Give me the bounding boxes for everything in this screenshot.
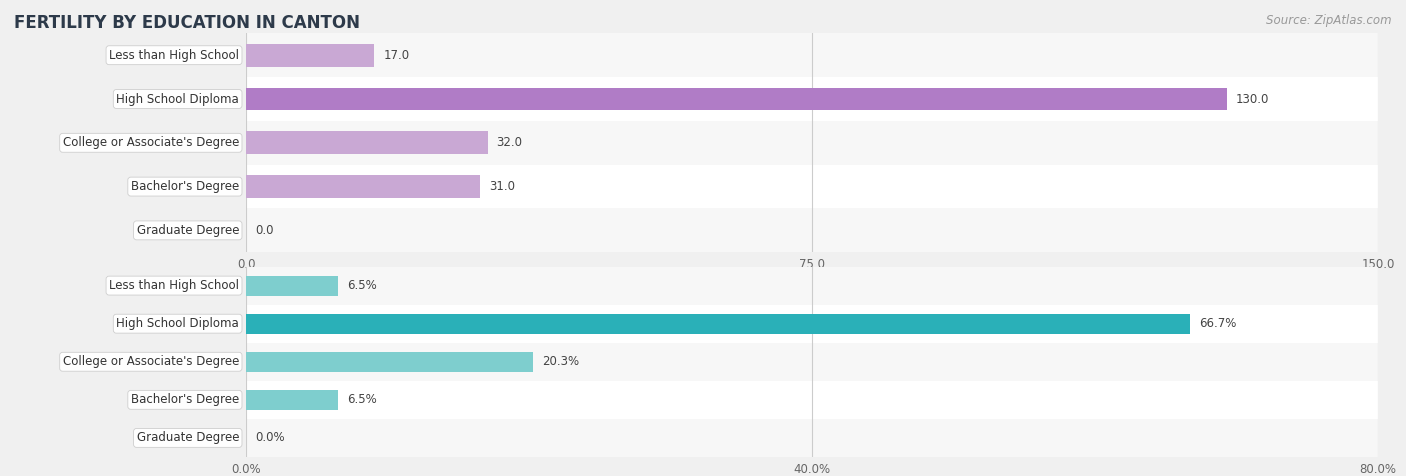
Text: 32.0: 32.0: [496, 136, 523, 149]
Text: College or Associate's Degree: College or Associate's Degree: [63, 355, 239, 368]
Text: Less than High School: Less than High School: [110, 279, 239, 292]
Text: Graduate Degree: Graduate Degree: [136, 431, 239, 445]
Text: High School Diploma: High School Diploma: [117, 317, 239, 330]
Text: 31.0: 31.0: [489, 180, 515, 193]
Text: 0.0%: 0.0%: [254, 431, 285, 445]
Text: High School Diploma: High School Diploma: [117, 92, 239, 106]
Bar: [246, 44, 374, 67]
Text: Bachelor's Degree: Bachelor's Degree: [131, 180, 239, 193]
Text: 66.7%: 66.7%: [1199, 317, 1236, 330]
Text: 6.5%: 6.5%: [347, 393, 377, 407]
Text: 130.0: 130.0: [1236, 92, 1270, 106]
Bar: [246, 343, 1378, 381]
Bar: [246, 88, 1227, 110]
Bar: [246, 305, 1378, 343]
Bar: [246, 33, 1378, 77]
Text: Graduate Degree: Graduate Degree: [136, 224, 239, 237]
Text: 20.3%: 20.3%: [543, 355, 579, 368]
Bar: [246, 419, 1378, 457]
Bar: [246, 381, 1378, 419]
Bar: [246, 175, 479, 198]
Text: 6.5%: 6.5%: [347, 279, 377, 292]
Bar: [246, 390, 337, 410]
Text: 0.0: 0.0: [254, 224, 274, 237]
Bar: [246, 276, 337, 296]
Text: FERTILITY BY EDUCATION IN CANTON: FERTILITY BY EDUCATION IN CANTON: [14, 14, 360, 32]
Text: Source: ZipAtlas.com: Source: ZipAtlas.com: [1267, 14, 1392, 27]
Bar: [246, 77, 1378, 121]
Bar: [246, 165, 1378, 208]
Bar: [246, 314, 1189, 334]
Text: 17.0: 17.0: [384, 49, 409, 62]
Bar: [246, 131, 488, 154]
Text: Bachelor's Degree: Bachelor's Degree: [131, 393, 239, 407]
Text: College or Associate's Degree: College or Associate's Degree: [63, 136, 239, 149]
Text: Less than High School: Less than High School: [110, 49, 239, 62]
Bar: [246, 121, 1378, 165]
Bar: [246, 267, 1378, 305]
Bar: [246, 208, 1378, 252]
Bar: [246, 352, 533, 372]
